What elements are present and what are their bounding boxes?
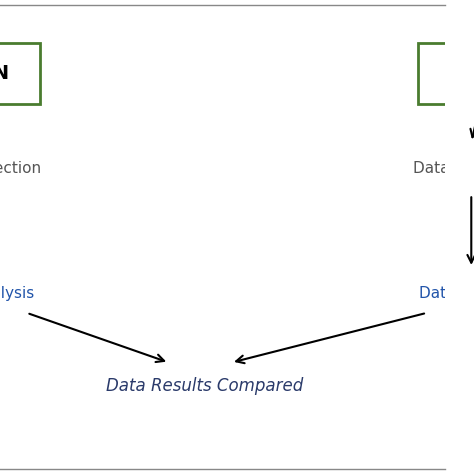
Text: QUAN: QUAN [0, 64, 9, 83]
Text: QUAL: QUAL [451, 64, 474, 83]
FancyBboxPatch shape [418, 43, 474, 104]
Text: Data Collection: Data Collection [0, 161, 41, 176]
FancyBboxPatch shape [0, 43, 40, 104]
Text: Data Collection: Data Collection [413, 161, 474, 176]
Text: Data Analysis: Data Analysis [419, 286, 474, 301]
Text: Data Results Compared: Data Results Compared [106, 377, 303, 395]
Text: Data Analysis: Data Analysis [0, 286, 34, 301]
